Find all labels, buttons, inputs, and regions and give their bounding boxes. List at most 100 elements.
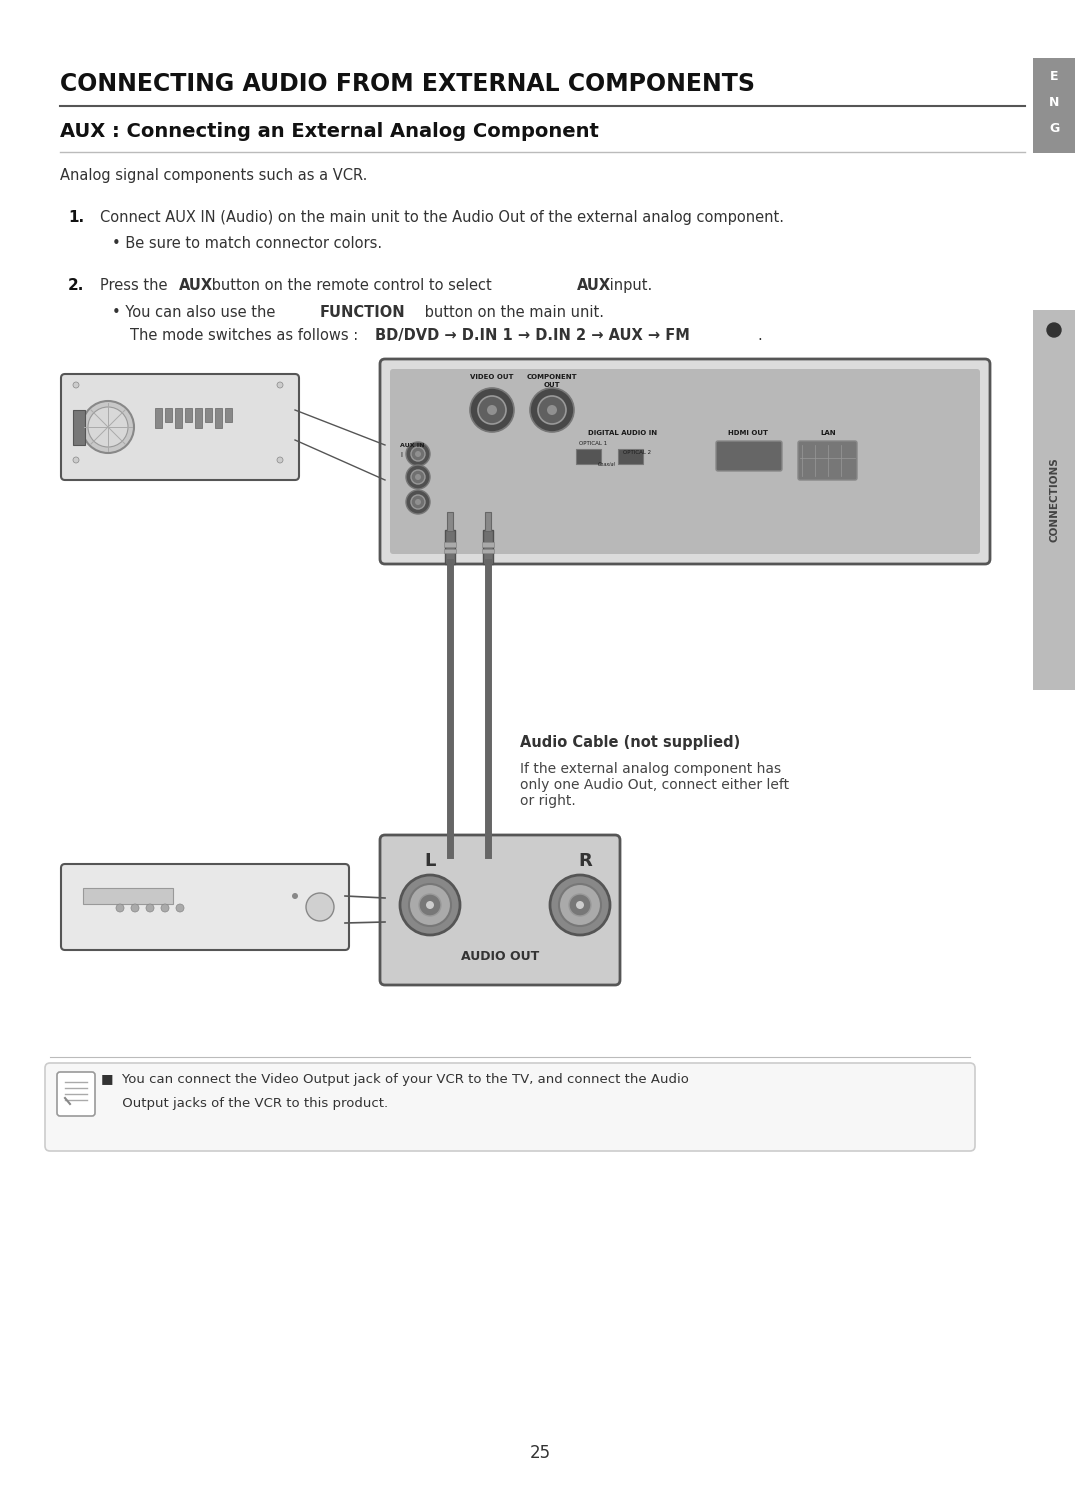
Circle shape bbox=[73, 457, 79, 463]
Bar bbox=[73, 410, 85, 445]
Circle shape bbox=[276, 382, 283, 388]
Bar bbox=[175, 407, 183, 428]
Bar bbox=[195, 407, 202, 428]
Text: VIDEO OUT: VIDEO OUT bbox=[470, 374, 514, 380]
Text: button on the remote control to select: button on the remote control to select bbox=[207, 278, 497, 292]
Bar bbox=[482, 542, 494, 548]
Text: HDMI OUT: HDMI OUT bbox=[728, 430, 768, 436]
Circle shape bbox=[1047, 322, 1061, 337]
Bar bbox=[483, 530, 492, 564]
Text: AUX : Connecting an External Analog Component: AUX : Connecting an External Analog Comp… bbox=[60, 122, 599, 142]
Text: Output jacks of the VCR to this product.: Output jacks of the VCR to this product. bbox=[102, 1097, 388, 1110]
Text: Press the: Press the bbox=[100, 278, 172, 292]
Circle shape bbox=[576, 901, 584, 909]
Text: BD/DVD → D.IN 1 → D.IN 2 → AUX → FM: BD/DVD → D.IN 1 → D.IN 2 → AUX → FM bbox=[375, 328, 690, 343]
Text: 25: 25 bbox=[529, 1444, 551, 1462]
Circle shape bbox=[538, 395, 566, 424]
Text: 2.: 2. bbox=[68, 278, 84, 292]
Text: COMPONENT: COMPONENT bbox=[527, 374, 578, 380]
Text: L: L bbox=[424, 852, 435, 870]
Text: DIGITAL AUDIO IN: DIGITAL AUDIO IN bbox=[589, 430, 658, 436]
Circle shape bbox=[470, 388, 514, 433]
Circle shape bbox=[487, 404, 497, 415]
Bar bbox=[482, 870, 494, 874]
Text: Analog signal components such as a VCR.: Analog signal components such as a VCR. bbox=[60, 169, 367, 184]
Circle shape bbox=[546, 404, 557, 415]
Text: I: I bbox=[400, 452, 402, 458]
Text: .: . bbox=[757, 328, 761, 343]
Circle shape bbox=[131, 904, 139, 912]
FancyBboxPatch shape bbox=[380, 360, 990, 564]
Text: CONNECTING AUDIO FROM EXTERNAL COMPONENTS: CONNECTING AUDIO FROM EXTERNAL COMPONENT… bbox=[60, 72, 755, 95]
Circle shape bbox=[569, 894, 591, 916]
Circle shape bbox=[415, 474, 421, 480]
Text: • You can also use the: • You can also use the bbox=[112, 304, 280, 319]
Circle shape bbox=[411, 495, 426, 509]
Circle shape bbox=[411, 470, 426, 483]
Text: AUDIO OUT: AUDIO OUT bbox=[461, 950, 539, 962]
FancyBboxPatch shape bbox=[390, 369, 980, 554]
Bar bbox=[445, 853, 455, 888]
Circle shape bbox=[161, 904, 168, 912]
Circle shape bbox=[82, 401, 134, 454]
Bar bbox=[165, 407, 172, 422]
Bar bbox=[156, 407, 162, 428]
Bar bbox=[445, 530, 455, 564]
Circle shape bbox=[116, 904, 124, 912]
FancyBboxPatch shape bbox=[798, 442, 858, 480]
Bar bbox=[485, 886, 491, 906]
Circle shape bbox=[415, 451, 421, 457]
Circle shape bbox=[73, 382, 79, 388]
Bar bbox=[1032, 58, 1075, 154]
Bar bbox=[482, 862, 494, 868]
Bar bbox=[447, 886, 453, 906]
Text: If the external analog component has
only one Audio Out, connect either left
or : If the external analog component has onl… bbox=[519, 762, 789, 809]
Circle shape bbox=[292, 894, 298, 900]
Circle shape bbox=[306, 894, 334, 921]
Text: The mode switches as follows :: The mode switches as follows : bbox=[130, 328, 363, 343]
Text: OPTICAL 1: OPTICAL 1 bbox=[579, 442, 607, 446]
Circle shape bbox=[176, 904, 184, 912]
FancyBboxPatch shape bbox=[60, 864, 349, 950]
FancyBboxPatch shape bbox=[57, 1071, 95, 1116]
Text: LAN: LAN bbox=[820, 430, 836, 436]
Text: AUX IN: AUX IN bbox=[400, 443, 424, 448]
Text: input.: input. bbox=[605, 278, 652, 292]
Circle shape bbox=[559, 883, 600, 927]
Text: R: R bbox=[578, 852, 592, 870]
Bar bbox=[205, 407, 212, 422]
Circle shape bbox=[478, 395, 507, 424]
Circle shape bbox=[415, 498, 421, 504]
Circle shape bbox=[406, 489, 430, 515]
Bar bbox=[485, 512, 491, 531]
Text: 1.: 1. bbox=[68, 210, 84, 225]
Bar bbox=[447, 512, 453, 531]
Bar bbox=[444, 862, 456, 868]
Circle shape bbox=[406, 442, 430, 466]
Text: button on the main unit.: button on the main unit. bbox=[420, 304, 604, 319]
Bar bbox=[225, 407, 232, 422]
Text: AUX: AUX bbox=[577, 278, 611, 292]
Circle shape bbox=[146, 904, 154, 912]
FancyBboxPatch shape bbox=[380, 836, 620, 985]
FancyBboxPatch shape bbox=[45, 1062, 975, 1150]
Text: • Be sure to match connector colors.: • Be sure to match connector colors. bbox=[112, 236, 382, 251]
Bar bbox=[185, 407, 192, 422]
FancyBboxPatch shape bbox=[60, 374, 299, 480]
Circle shape bbox=[406, 466, 430, 489]
Text: OPTICAL 2: OPTICAL 2 bbox=[623, 451, 651, 455]
Text: CONNECTIONS: CONNECTIONS bbox=[1049, 458, 1059, 543]
Text: ■  You can connect the Video Output jack of your VCR to the TV, and connect the : ■ You can connect the Video Output jack … bbox=[102, 1073, 689, 1086]
Bar bbox=[1032, 310, 1075, 689]
Circle shape bbox=[400, 874, 460, 935]
Text: Audio Cable (not supplied): Audio Cable (not supplied) bbox=[519, 736, 740, 750]
Bar bbox=[83, 888, 173, 904]
Text: AUX: AUX bbox=[179, 278, 213, 292]
Circle shape bbox=[276, 457, 283, 463]
Bar bbox=[444, 870, 456, 874]
Circle shape bbox=[409, 883, 451, 927]
Circle shape bbox=[87, 407, 129, 448]
Bar bbox=[618, 449, 643, 464]
Text: OUT: OUT bbox=[543, 382, 561, 388]
Text: FUNCTION: FUNCTION bbox=[320, 304, 406, 319]
